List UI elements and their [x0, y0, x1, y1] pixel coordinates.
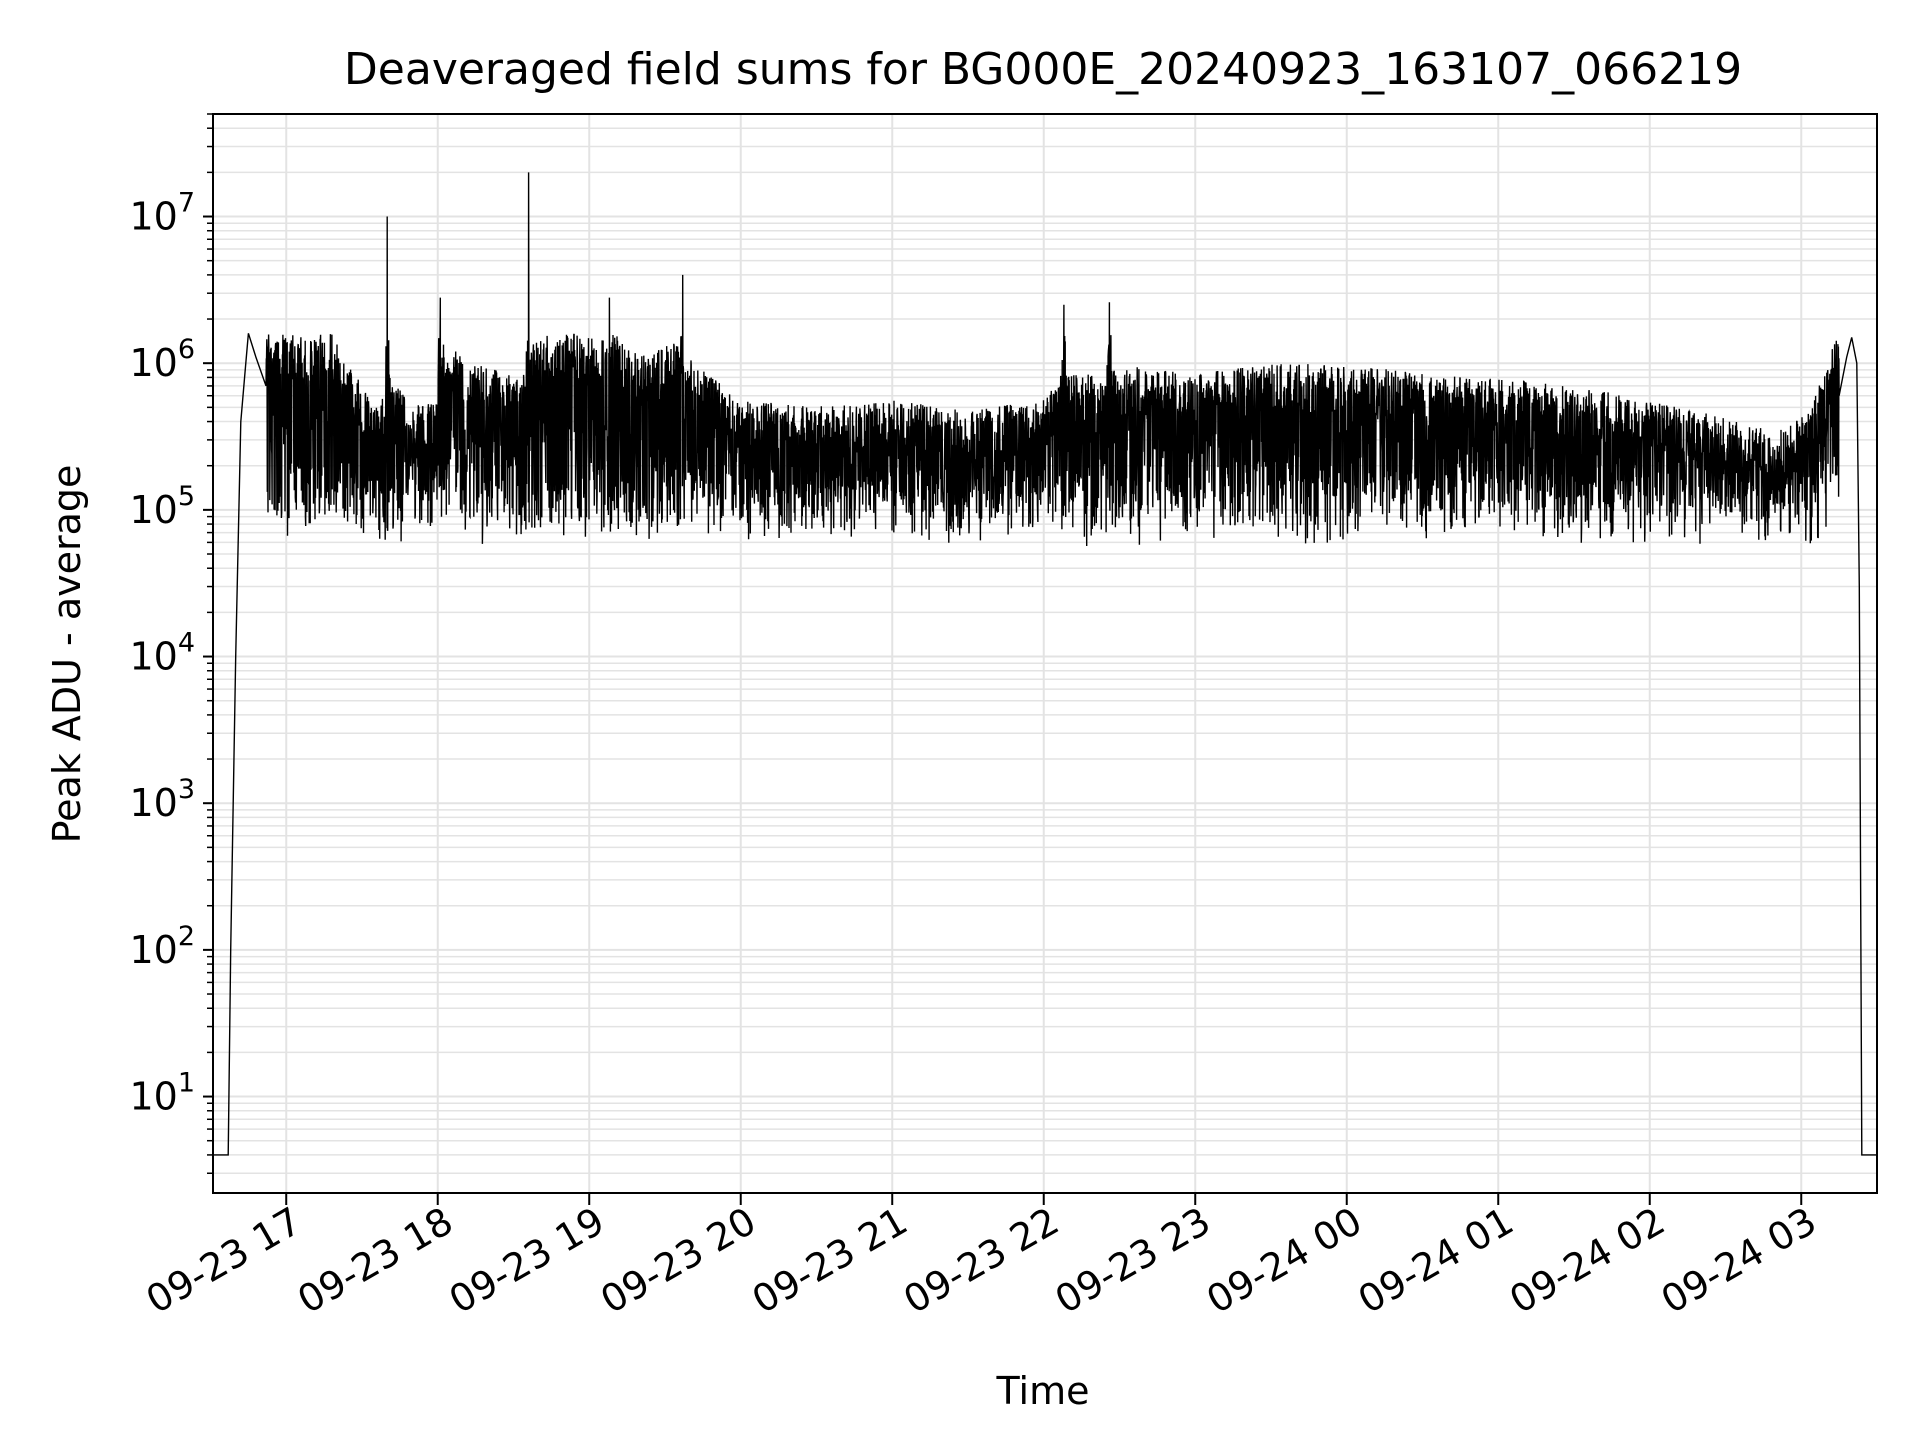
- y-tick-label: 105: [129, 481, 195, 532]
- plot-area-frame: [212, 113, 1878, 1194]
- y-tick-label: 104: [129, 628, 195, 679]
- y-tick-label: 103: [129, 774, 195, 825]
- major-gridlines: [213, 114, 1877, 1193]
- minor-gridlines: [213, 113, 1877, 1174]
- y-axis: 101 102 103 104 105 106 107: [129, 113, 213, 1174]
- y-tick-label: 102: [129, 921, 195, 972]
- y-axis-label: Peak ADU - average: [45, 465, 89, 844]
- y-tick-label: 101: [129, 1068, 195, 1119]
- y-tick-label: 106: [129, 334, 195, 385]
- series-line: [213, 172, 1877, 1156]
- chart-title: Deaveraged field sums for BG000E_2024092…: [344, 44, 1742, 95]
- y-tick-label: 107: [129, 188, 195, 239]
- x-axis-label: Time: [996, 1369, 1090, 1413]
